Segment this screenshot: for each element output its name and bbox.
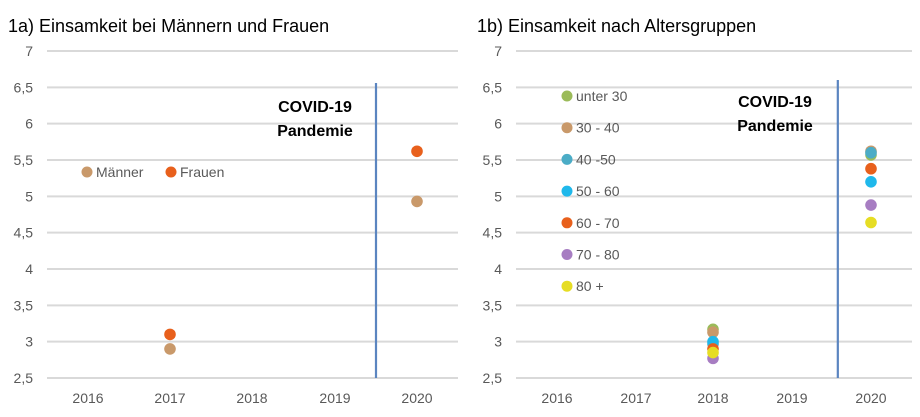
annotation-line-2: Pandemie <box>277 123 353 140</box>
covid-annotation: COVID-19 Pandemie <box>277 99 353 140</box>
data-points <box>164 145 423 355</box>
y-tick-label: 4 <box>494 261 502 277</box>
x-tick-label: 2016 <box>541 390 572 406</box>
annotation-line-2: Pandemie <box>737 118 813 135</box>
legend-item: 40 -50 <box>561 151 616 167</box>
legend-label: Frauen <box>180 164 224 180</box>
annotation-line-1: COVID-19 <box>738 94 812 111</box>
legend-item: Männer <box>81 164 144 180</box>
chart-title: 1a) Einsamkeit bei Männern und Frauen <box>8 16 329 36</box>
y-tick-label: 7 <box>25 43 33 59</box>
legend-label: 80 + <box>576 278 604 294</box>
x-tick-label: 2020 <box>401 390 432 406</box>
covid-annotation: COVID-19 Pandemie <box>737 94 813 135</box>
y-tick-label: 7 <box>494 43 502 59</box>
x-tick-label: 2019 <box>776 390 807 406</box>
data-point <box>707 326 719 339</box>
legend-label: unter 30 <box>576 88 628 104</box>
y-tick-label: 6,5 <box>14 79 34 95</box>
y-tick-label: 6 <box>25 116 33 132</box>
x-tick-label: 2020 <box>855 390 886 406</box>
chart-1a: 1a) Einsamkeit bei Männern und Frauen 2,… <box>8 16 458 406</box>
legend-marker <box>561 280 573 292</box>
legend-marker <box>165 166 177 178</box>
legend-marker <box>561 185 573 197</box>
x-tick-label: 2017 <box>620 390 651 406</box>
chart-title: 1b) Einsamkeit nach Altersgruppen <box>477 16 756 36</box>
gridlines <box>516 50 912 379</box>
annotation-line-1: COVID-19 <box>278 99 352 116</box>
legend: unter 30 30 - 40 40 -50 50 - 60 60 - 70 70 - … <box>561 88 628 294</box>
legend-label: 70 - 80 <box>576 247 620 263</box>
legend-marker <box>561 217 573 229</box>
y-tick-label: 3 <box>494 334 502 350</box>
legend-item: 50 - 60 <box>561 183 620 199</box>
y-tick-label: 3,5 <box>483 297 503 313</box>
data-point <box>707 346 719 359</box>
y-tick-label: 4,5 <box>14 225 34 241</box>
legend-item: Frauen <box>165 164 224 180</box>
legend-marker <box>561 90 573 102</box>
data-point <box>164 343 176 355</box>
y-tick-label: 5,5 <box>14 152 34 168</box>
x-tick-label: 2016 <box>72 390 103 406</box>
legend-label: 50 - 60 <box>576 183 620 199</box>
data-point <box>865 176 877 188</box>
legend-item: 80 + <box>561 278 604 294</box>
x-axis-ticks: 2016 2017 2018 2019 2020 <box>541 390 886 406</box>
y-tick-label: 3,5 <box>14 297 34 313</box>
y-tick-label: 2,5 <box>483 370 503 386</box>
legend-marker <box>561 122 573 134</box>
legend-item: 70 - 80 <box>561 247 620 263</box>
data-point <box>865 162 877 175</box>
legend: Männer Frauen <box>81 164 224 180</box>
x-tick-label: 2017 <box>154 390 185 406</box>
data-points <box>707 145 877 365</box>
data-point <box>865 199 877 211</box>
gridlines <box>47 50 458 379</box>
y-tick-label: 5 <box>494 188 502 204</box>
legend-item: 30 - 40 <box>561 120 620 136</box>
data-point <box>865 216 877 229</box>
y-axis-ticks: 2,5 3 3,5 4 4,5 5 5,5 6 6,5 7 <box>483 43 503 386</box>
y-axis-ticks: 2,5 3 3,5 4 4,5 5 5,5 6 6,5 7 <box>14 43 34 386</box>
chart-1b: 1b) Einsamkeit nach Altersgruppen 2,5 3 3,… <box>477 16 912 406</box>
legend-marker <box>81 166 93 178</box>
legend-label: 40 -50 <box>576 151 616 167</box>
legend-label: Männer <box>96 164 144 180</box>
legend-item: 60 - 70 <box>561 215 620 231</box>
y-tick-label: 4,5 <box>483 225 503 241</box>
legend-item: unter 30 <box>561 88 628 104</box>
x-axis-ticks: 2016 2017 2018 2019 2020 <box>72 390 432 406</box>
y-tick-label: 3 <box>25 334 33 350</box>
x-tick-label: 2018 <box>236 390 267 406</box>
x-tick-label: 2019 <box>319 390 350 406</box>
legend-label: 60 - 70 <box>576 215 620 231</box>
legend-marker <box>561 153 573 165</box>
y-tick-label: 5 <box>25 188 33 204</box>
data-point <box>865 146 877 159</box>
y-tick-label: 6 <box>494 116 502 132</box>
data-point <box>411 145 423 158</box>
legend-marker <box>561 249 573 260</box>
data-point <box>164 328 176 341</box>
y-tick-label: 2,5 <box>14 370 34 386</box>
y-tick-label: 5,5 <box>483 152 503 168</box>
x-tick-label: 2018 <box>697 390 728 406</box>
legend-label: 30 - 40 <box>576 120 620 136</box>
y-tick-label: 6,5 <box>483 79 503 95</box>
y-tick-label: 4 <box>25 261 33 277</box>
data-point <box>411 195 423 208</box>
